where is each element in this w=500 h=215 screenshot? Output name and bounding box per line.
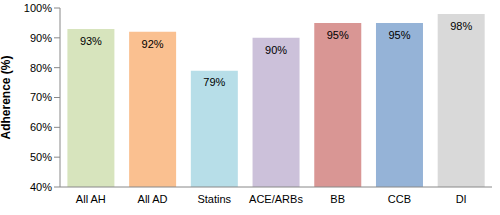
svg-text:90%: 90% xyxy=(265,44,287,56)
svg-text:100%: 100% xyxy=(24,2,52,14)
svg-text:92%: 92% xyxy=(142,38,164,50)
svg-text:93%: 93% xyxy=(80,35,102,47)
svg-text:40%: 40% xyxy=(30,181,52,193)
svg-text:ACE/ARBs: ACE/ARBs xyxy=(249,193,303,205)
svg-text:CCB: CCB xyxy=(388,193,411,205)
svg-text:95%: 95% xyxy=(388,29,410,41)
svg-text:95%: 95% xyxy=(327,29,349,41)
svg-text:80%: 80% xyxy=(30,62,52,74)
svg-text:BB: BB xyxy=(330,193,345,205)
svg-text:98%: 98% xyxy=(450,20,472,32)
svg-text:All AD: All AD xyxy=(138,193,168,205)
svg-text:70%: 70% xyxy=(30,91,52,103)
svg-text:DI: DI xyxy=(456,193,467,205)
svg-text:All AH: All AH xyxy=(76,193,106,205)
svg-text:79%: 79% xyxy=(203,76,225,88)
svg-text:Statins: Statins xyxy=(197,193,231,205)
svg-text:50%: 50% xyxy=(30,151,52,163)
svg-text:60%: 60% xyxy=(30,121,52,133)
svg-text:Adherence (%): Adherence (%) xyxy=(8,55,13,139)
svg-text:90%: 90% xyxy=(30,32,52,44)
